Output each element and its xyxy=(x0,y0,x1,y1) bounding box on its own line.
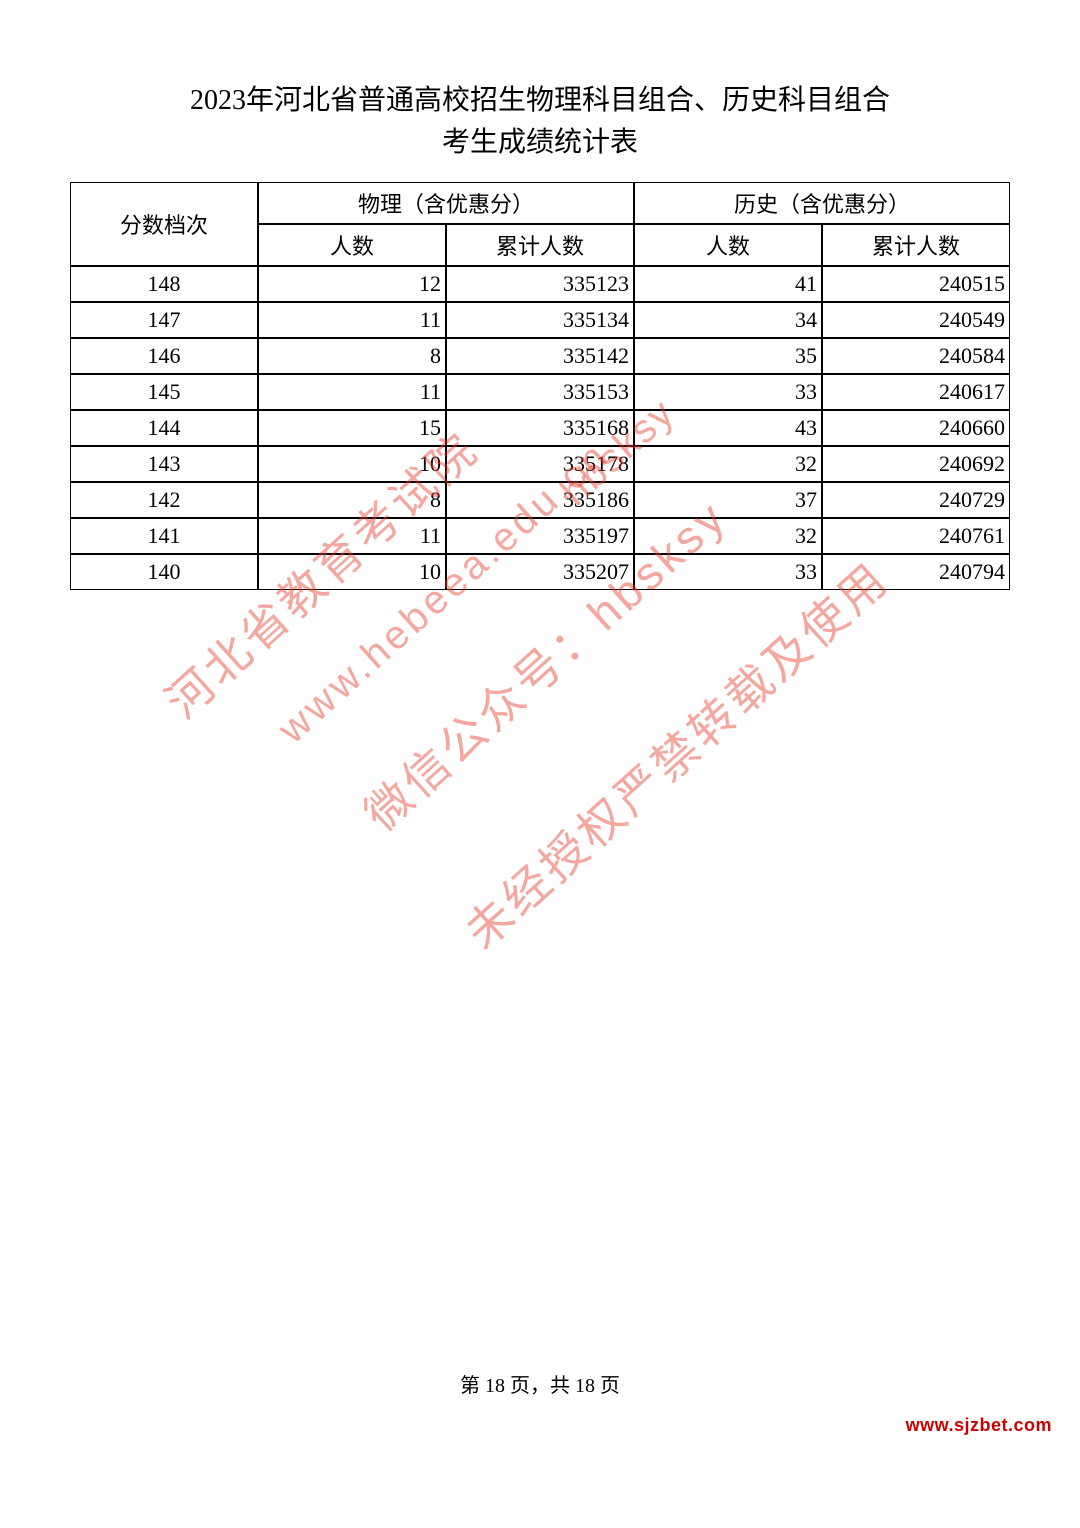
cell-history-count: 32 xyxy=(634,446,822,482)
cell-physics-cum: 335186 xyxy=(446,482,634,518)
table-row: 1401033520733240794 xyxy=(70,554,1010,590)
footer-total: 18 xyxy=(575,1375,595,1397)
cell-history-count: 33 xyxy=(634,554,822,590)
header-history-count: 人数 xyxy=(634,224,822,266)
cell-physics-cum: 335123 xyxy=(446,266,634,302)
cell-score: 141 xyxy=(70,518,258,554)
cell-physics-count: 11 xyxy=(258,374,446,410)
cell-physics-cum: 335207 xyxy=(446,554,634,590)
title-line-1: 2023年河北省普通高校招生物理科目组合、历史科目组合 xyxy=(190,85,890,116)
footer-mid: 页，共 xyxy=(505,1375,575,1397)
cell-physics-count: 10 xyxy=(258,446,446,482)
cell-score: 146 xyxy=(70,338,258,374)
footer-current: 18 xyxy=(485,1375,505,1397)
cell-score: 140 xyxy=(70,554,258,590)
footer-prefix: 第 xyxy=(460,1375,485,1397)
cell-history-cum: 240549 xyxy=(822,302,1010,338)
cell-history-cum: 240660 xyxy=(822,410,1010,446)
cell-physics-cum: 335134 xyxy=(446,302,634,338)
site-watermark: www.sjzbet.com xyxy=(906,1415,1052,1436)
cell-score: 147 xyxy=(70,302,258,338)
cell-score: 148 xyxy=(70,266,258,302)
cell-physics-count: 8 xyxy=(258,482,446,518)
table-row: 146833514235240584 xyxy=(70,338,1010,374)
cell-history-cum: 240692 xyxy=(822,446,1010,482)
cell-history-count: 32 xyxy=(634,518,822,554)
cell-score: 142 xyxy=(70,482,258,518)
table-row: 1471133513434240549 xyxy=(70,302,1010,338)
cell-score: 144 xyxy=(70,410,258,446)
cell-physics-count: 11 xyxy=(258,518,446,554)
cell-history-cum: 240515 xyxy=(822,266,1010,302)
cell-physics-cum: 335178 xyxy=(446,446,634,482)
table-body: 1481233512341240515147113351343424054914… xyxy=(70,266,1010,590)
cell-history-count: 43 xyxy=(634,410,822,446)
watermark-text: 未经授权严禁转载及使用 xyxy=(449,544,902,961)
footer-suffix: 页 xyxy=(595,1375,620,1397)
site-watermark-text: www.sjzbet.com xyxy=(906,1415,1052,1435)
cell-history-count: 34 xyxy=(634,302,822,338)
cell-history-cum: 240761 xyxy=(822,518,1010,554)
cell-physics-cum: 335142 xyxy=(446,338,634,374)
table-row: 142833518637240729 xyxy=(70,482,1010,518)
cell-history-cum: 240729 xyxy=(822,482,1010,518)
cell-history-cum: 240794 xyxy=(822,554,1010,590)
score-table: 分数档次 物理（含优惠分） 历史（含优惠分） 人数 累计人数 人数 累计人数 1… xyxy=(70,182,1010,590)
cell-history-count: 41 xyxy=(634,266,822,302)
cell-physics-cum: 335153 xyxy=(446,374,634,410)
header-history: 历史（含优惠分） xyxy=(634,182,1010,224)
cell-physics-count: 10 xyxy=(258,554,446,590)
table-row: 1481233512341240515 xyxy=(70,266,1010,302)
header-history-cum: 累计人数 xyxy=(822,224,1010,266)
cell-history-count: 33 xyxy=(634,374,822,410)
cell-physics-count: 11 xyxy=(258,302,446,338)
table-row: 1451133515333240617 xyxy=(70,374,1010,410)
cell-physics-cum: 335168 xyxy=(446,410,634,446)
cell-physics-count: 12 xyxy=(258,266,446,302)
header-physics-cum: 累计人数 xyxy=(446,224,634,266)
header-physics-count: 人数 xyxy=(258,224,446,266)
cell-history-count: 35 xyxy=(634,338,822,374)
cell-score: 143 xyxy=(70,446,258,482)
cell-physics-count: 15 xyxy=(258,410,446,446)
table-row: 1431033517832240692 xyxy=(70,446,1010,482)
cell-physics-cum: 335197 xyxy=(446,518,634,554)
title-line-2: 考生成绩统计表 xyxy=(442,127,638,158)
cell-physics-count: 8 xyxy=(258,338,446,374)
document-page: 2023年河北省普通高校招生物理科目组合、历史科目组合 考生成绩统计表 分数档次… xyxy=(0,0,1080,1528)
header-score: 分数档次 xyxy=(70,182,258,266)
cell-history-cum: 240617 xyxy=(822,374,1010,410)
header-physics: 物理（含优惠分） xyxy=(258,182,634,224)
table-row: 1441533516843240660 xyxy=(70,410,1010,446)
table-row: 1411133519732240761 xyxy=(70,518,1010,554)
cell-history-cum: 240584 xyxy=(822,338,1010,374)
page-title: 2023年河北省普通高校招生物理科目组合、历史科目组合 考生成绩统计表 xyxy=(70,80,1010,164)
cell-score: 145 xyxy=(70,374,258,410)
table-header: 分数档次 物理（含优惠分） 历史（含优惠分） 人数 累计人数 人数 累计人数 xyxy=(70,182,1010,266)
page-footer: 第 18 页，共 18 页 xyxy=(0,1369,1080,1398)
cell-history-count: 37 xyxy=(634,482,822,518)
